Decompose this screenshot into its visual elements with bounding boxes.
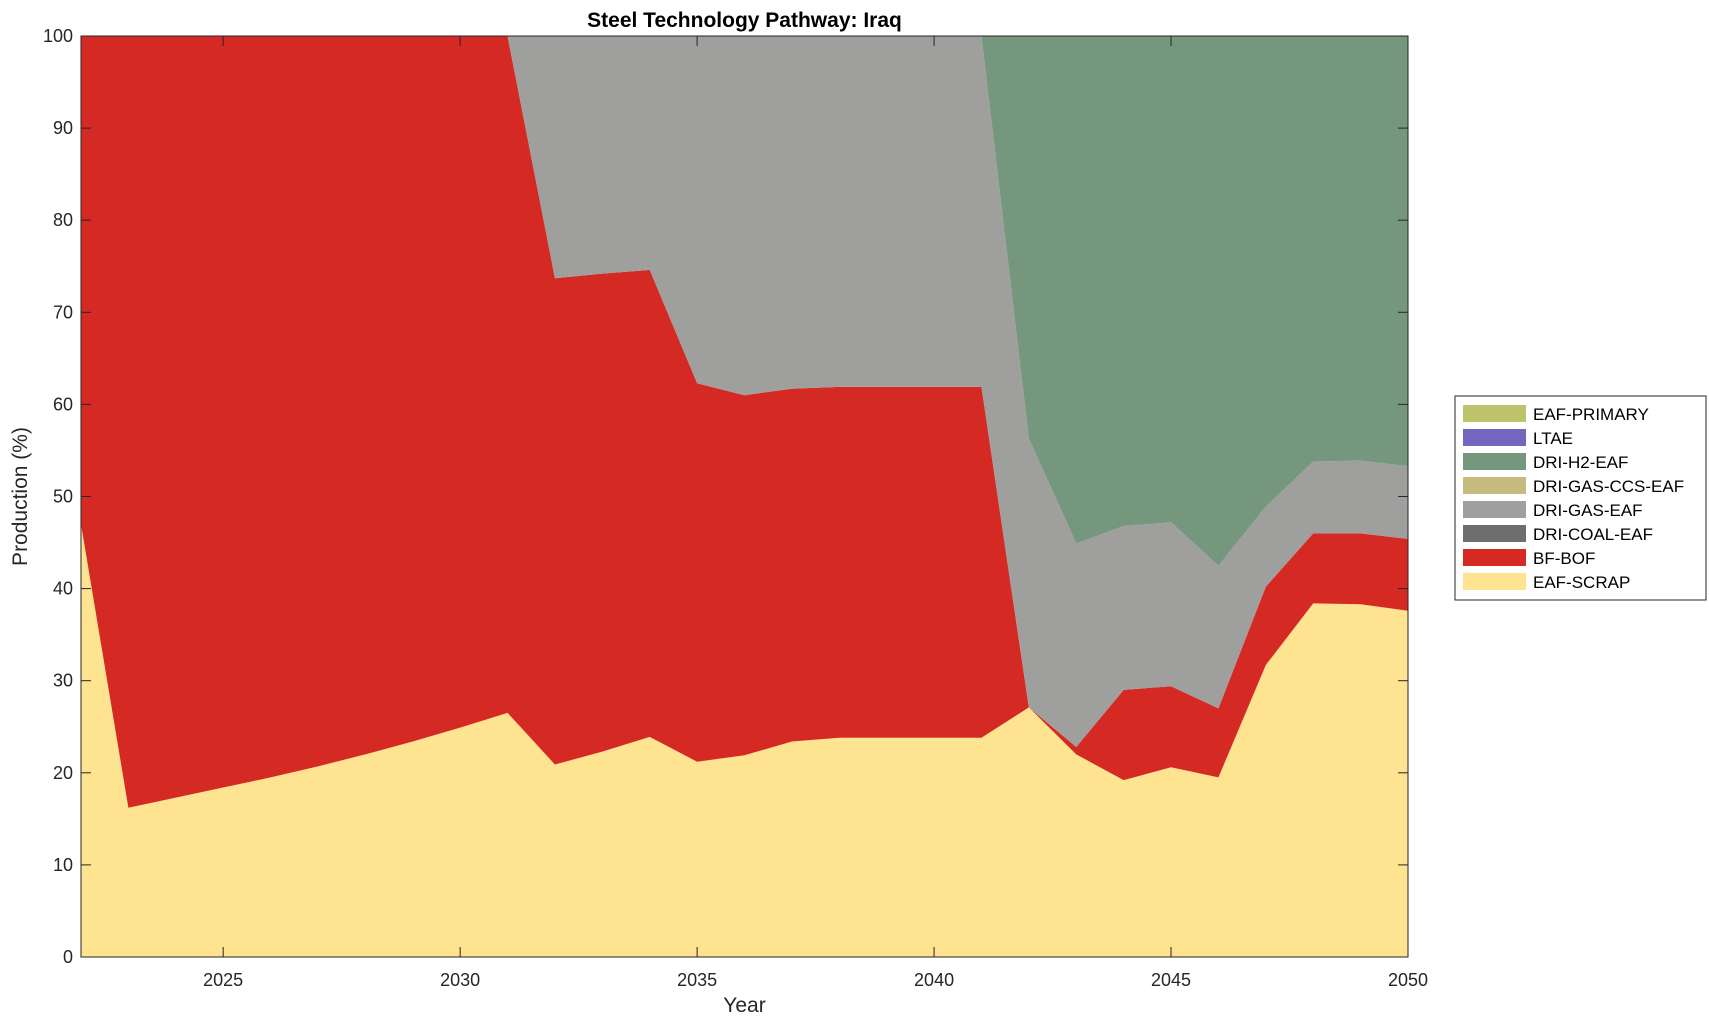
legend-swatch-dri-gas-ccs-eaf (1463, 477, 1526, 494)
area-series-group (81, 36, 1408, 957)
legend: EAF-PRIMARY LTAE DRI-H2-EAF DRI-GAS-CCS-EAF… (1454, 395, 1707, 601)
y-tick-label: 40 (53, 579, 73, 599)
legend-swatch-ltae (1463, 429, 1526, 446)
x-tick-label: 2050 (1388, 970, 1428, 990)
legend-label-dri-coal-eaf: DRI-COAL-EAF (1533, 525, 1653, 544)
area-dri-gas-eaf (81, 36, 1408, 748)
legend-label-dri-gas-ccs-eaf: DRI-GAS-CCS-EAF (1533, 477, 1684, 496)
legend-label-dri-gas-eaf: DRI-GAS-EAF (1533, 501, 1643, 520)
x-tick-label: 2025 (203, 970, 243, 990)
area-dri-h2-eaf (81, 36, 1408, 566)
y-tick-label: 50 (53, 487, 73, 507)
chart-title: Steel Technology Pathway: Iraq (587, 9, 902, 32)
legend-swatch-dri-gas-eaf (1463, 501, 1526, 518)
legend-box (1454, 395, 1707, 601)
area-bf-bof (81, 36, 1408, 808)
area-eaf-scrap (81, 524, 1408, 957)
legend-swatch-dri-coal-eaf (1463, 525, 1526, 542)
x-tick-label: 2045 (1151, 970, 1191, 990)
legend-label-ltae: LTAE (1533, 429, 1573, 448)
legend-swatch-bf-bof (1463, 549, 1526, 566)
legend-swatch-eaf-primary (1463, 405, 1526, 422)
y-tick-label: 60 (53, 394, 73, 414)
y-tick-label: 0 (63, 947, 73, 967)
y-tick-label: 70 (53, 302, 73, 322)
legend-label-dri-h2-eaf: DRI-H2-EAF (1533, 453, 1628, 472)
y-tick-label: 20 (53, 763, 73, 783)
y-tick-label: 80 (53, 210, 73, 230)
legend-label-eaf-scrap: EAF-SCRAP (1533, 573, 1630, 592)
legend-label-eaf-primary: EAF-PRIMARY (1533, 405, 1649, 424)
y-tick-label: 30 (53, 671, 73, 691)
x-axis-title: Year (723, 994, 765, 1017)
x-tick-label: 2040 (914, 970, 954, 990)
legend-label-bf-bof: BF-BOF (1533, 549, 1595, 568)
legend-swatch-eaf-scrap (1463, 573, 1526, 590)
y-tick-label: 90 (53, 118, 73, 138)
y-tick-label: 10 (53, 855, 73, 875)
y-axis-title: Production (%) (9, 427, 32, 566)
y-tick-label: 100 (43, 26, 73, 46)
axis-ticks: 2025 2030 2035 2040 2045 20500102030405060708… (43, 26, 1428, 990)
legend-swatch-dri-h2-eaf (1463, 453, 1526, 470)
x-tick-label: 2030 (440, 970, 480, 990)
x-tick-label: 2035 (677, 970, 717, 990)
